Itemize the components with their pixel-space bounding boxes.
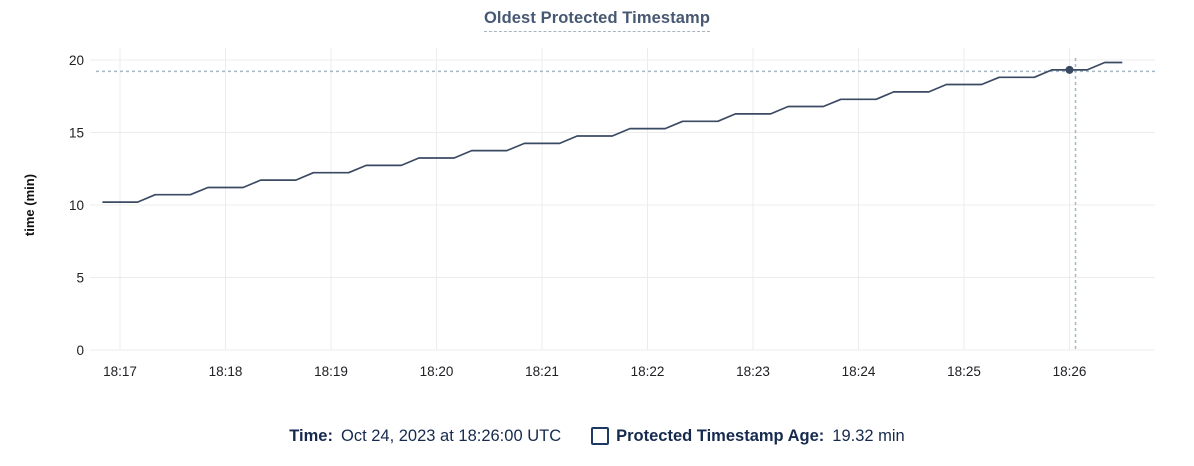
highlight-dot <box>1065 65 1074 74</box>
y-tick-label: 0 <box>76 343 84 358</box>
time-value: Oct 24, 2023 at 18:26:00 UTC <box>340 426 562 445</box>
y-tick-label: 5 <box>76 271 84 286</box>
x-tick-label: 18:19 <box>314 364 348 379</box>
y-tick-label: 15 <box>69 126 84 141</box>
x-tick-label: 18:23 <box>736 364 770 379</box>
y-tick-label: 10 <box>69 198 84 213</box>
x-tick-label: 18:22 <box>631 364 665 379</box>
x-tick-label: 18:21 <box>525 364 559 379</box>
chart-title: Oldest Protected Timestamp <box>483 9 711 32</box>
x-tick-label: 18:17 <box>103 364 137 379</box>
series-label: Protected Timestamp Age: <box>616 426 825 445</box>
x-tick-label: 18:18 <box>209 364 243 379</box>
x-tick-label: 18:26 <box>1053 364 1087 379</box>
x-tick-label: 18:25 <box>947 364 981 379</box>
series-value: 19.32 min <box>832 426 905 445</box>
series-line <box>102 61 1123 203</box>
time-label: Time: <box>289 426 333 445</box>
y-tick-label: 20 <box>69 53 84 68</box>
chart-header: Oldest Protected Timestamp <box>0 9 1194 32</box>
x-tick-label: 18:24 <box>842 364 876 379</box>
y-axis-title: time (min) <box>22 174 37 236</box>
hover-legend: Time: Oct 24, 2023 at 18:26:00 UTC Prote… <box>0 423 1194 449</box>
x-tick-label: 18:20 <box>420 364 454 379</box>
series-checkbox[interactable] <box>591 427 610 445</box>
